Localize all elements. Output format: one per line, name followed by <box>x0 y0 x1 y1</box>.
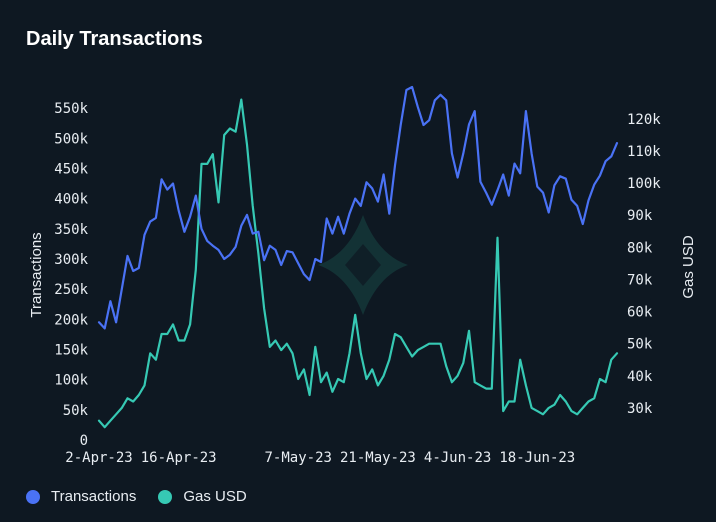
y-right-tick-label: 80k <box>627 240 653 256</box>
y-right-tick-label: 50k <box>627 337 653 353</box>
y-left-tick-label: 450k <box>54 161 88 177</box>
y-left-tick-label: 550k <box>54 101 88 117</box>
y-axis-right-ticks: 30k 40k 50k 60k 70k 80k 90k 100k 110k 120k <box>627 112 661 417</box>
legend-item-gas-usd[interactable]: Gas USD <box>158 488 247 505</box>
x-tick-label: 21-May-23 <box>340 450 416 466</box>
y-right-tick-label: 30k <box>627 401 653 417</box>
y-right-tick-label: 60k <box>627 305 653 321</box>
series-line-transactions[interactable] <box>97 85 619 330</box>
y-left-tick-label: 200k <box>54 312 88 328</box>
y-right-tick-label: 110k <box>627 144 661 160</box>
y-left-tick-label: 350k <box>54 222 88 238</box>
y-axis-left-title: Transactions <box>28 232 45 317</box>
y-left-tick-label: 500k <box>54 131 88 147</box>
y-right-tick-label: 40k <box>627 369 653 385</box>
y-axis-left-ticks: 0 50k 100k 150k 200k 250k 300k 350k 400k 450k 500k… <box>54 101 88 449</box>
y-right-tick-label: 120k <box>627 112 661 128</box>
x-tick-label: 7-May-23 <box>265 450 332 466</box>
y-left-tick-label: 400k <box>54 192 88 208</box>
y-left-tick-label: 50k <box>63 403 89 419</box>
legend-swatch-gas-usd <box>158 489 173 504</box>
y-left-tick-label: 300k <box>54 252 88 268</box>
legend: Transactions Gas USD <box>26 488 269 505</box>
y-left-tick-label: 0 <box>80 433 88 449</box>
legend-label-transactions: Transactions <box>51 488 137 505</box>
y-right-tick-label: 70k <box>627 272 653 288</box>
y-right-tick-label: 100k <box>627 176 661 192</box>
y-left-tick-label: 100k <box>54 373 88 389</box>
x-axis-ticks: 2-Apr-23 16-Apr-23 7-May-23 21-May-23 4-Jun-… <box>65 450 575 466</box>
y-left-tick-label: 250k <box>54 282 88 298</box>
legend-item-transactions[interactable]: Transactions <box>26 488 136 505</box>
y-axis-right-title: Gas USD <box>680 235 697 299</box>
legend-swatch-transactions <box>26 489 40 504</box>
series-layer <box>97 85 619 429</box>
series-line-gas-usd[interactable] <box>97 98 619 429</box>
legend-label-gas-usd: Gas USD <box>183 488 247 505</box>
watermark-star-icon <box>318 215 408 315</box>
x-tick-label: 16-Apr-23 <box>141 450 217 466</box>
y-right-tick-label: 90k <box>627 208 653 224</box>
x-tick-label: 2-Apr-23 <box>65 450 132 466</box>
x-tick-label: 18-Jun-23 <box>499 450 575 466</box>
chart-plot: 0 50k 100k 150k 200k 250k 300k 350k 400k 450k 500k… <box>28 85 697 466</box>
x-tick-label: 4-Jun-23 <box>424 450 491 466</box>
chart-title: Daily Transactions <box>26 28 203 50</box>
y-left-tick-label: 150k <box>54 342 88 358</box>
